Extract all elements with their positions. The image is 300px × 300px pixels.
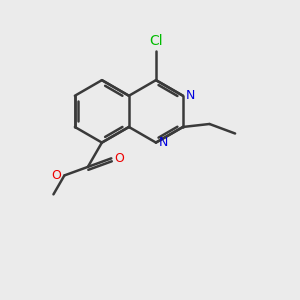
Text: O: O (52, 169, 61, 182)
Text: Cl: Cl (149, 34, 163, 48)
Text: N: N (158, 136, 168, 149)
Text: O: O (114, 152, 124, 165)
Text: N: N (185, 89, 195, 102)
